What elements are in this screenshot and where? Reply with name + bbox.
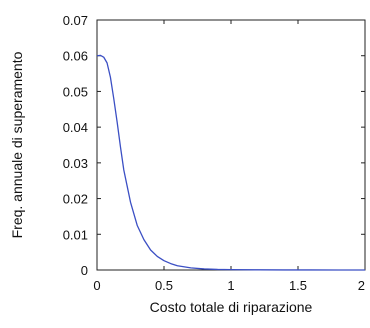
x-axis-label: Costo totale di riparazione [150, 299, 313, 315]
series-line-0 [96, 54, 366, 271]
x-tick-label: 1 [227, 278, 234, 293]
x-tick-label: 0 [93, 278, 100, 293]
y-tick-label: 0.01 [63, 227, 88, 242]
x-axis-ticks: 0 0.5 1 1.5 2 [93, 20, 366, 293]
plot-frame [96, 19, 366, 271]
y-axis-ticks: 0 0.01 0.02 0.03 0.04 0.05 0.06 0.07 [63, 13, 365, 278]
y-tick-label: 0 [81, 263, 88, 278]
y-axis-label: Freq. annuale di superamento [9, 51, 25, 238]
y-tick-label: 0.03 [63, 156, 88, 171]
x-tick-label: 2 [358, 278, 365, 293]
y-tick-label: 0.04 [63, 120, 88, 135]
y-tick-label: 0.05 [63, 84, 88, 99]
series-layer [96, 54, 366, 271]
y-tick-label: 0.02 [63, 192, 88, 207]
y-tick-label: 0.07 [63, 13, 88, 28]
x-tick-label: 1.5 [289, 278, 307, 293]
x-tick-label: 0.5 [155, 278, 173, 293]
y-tick-label: 0.06 [63, 49, 88, 64]
